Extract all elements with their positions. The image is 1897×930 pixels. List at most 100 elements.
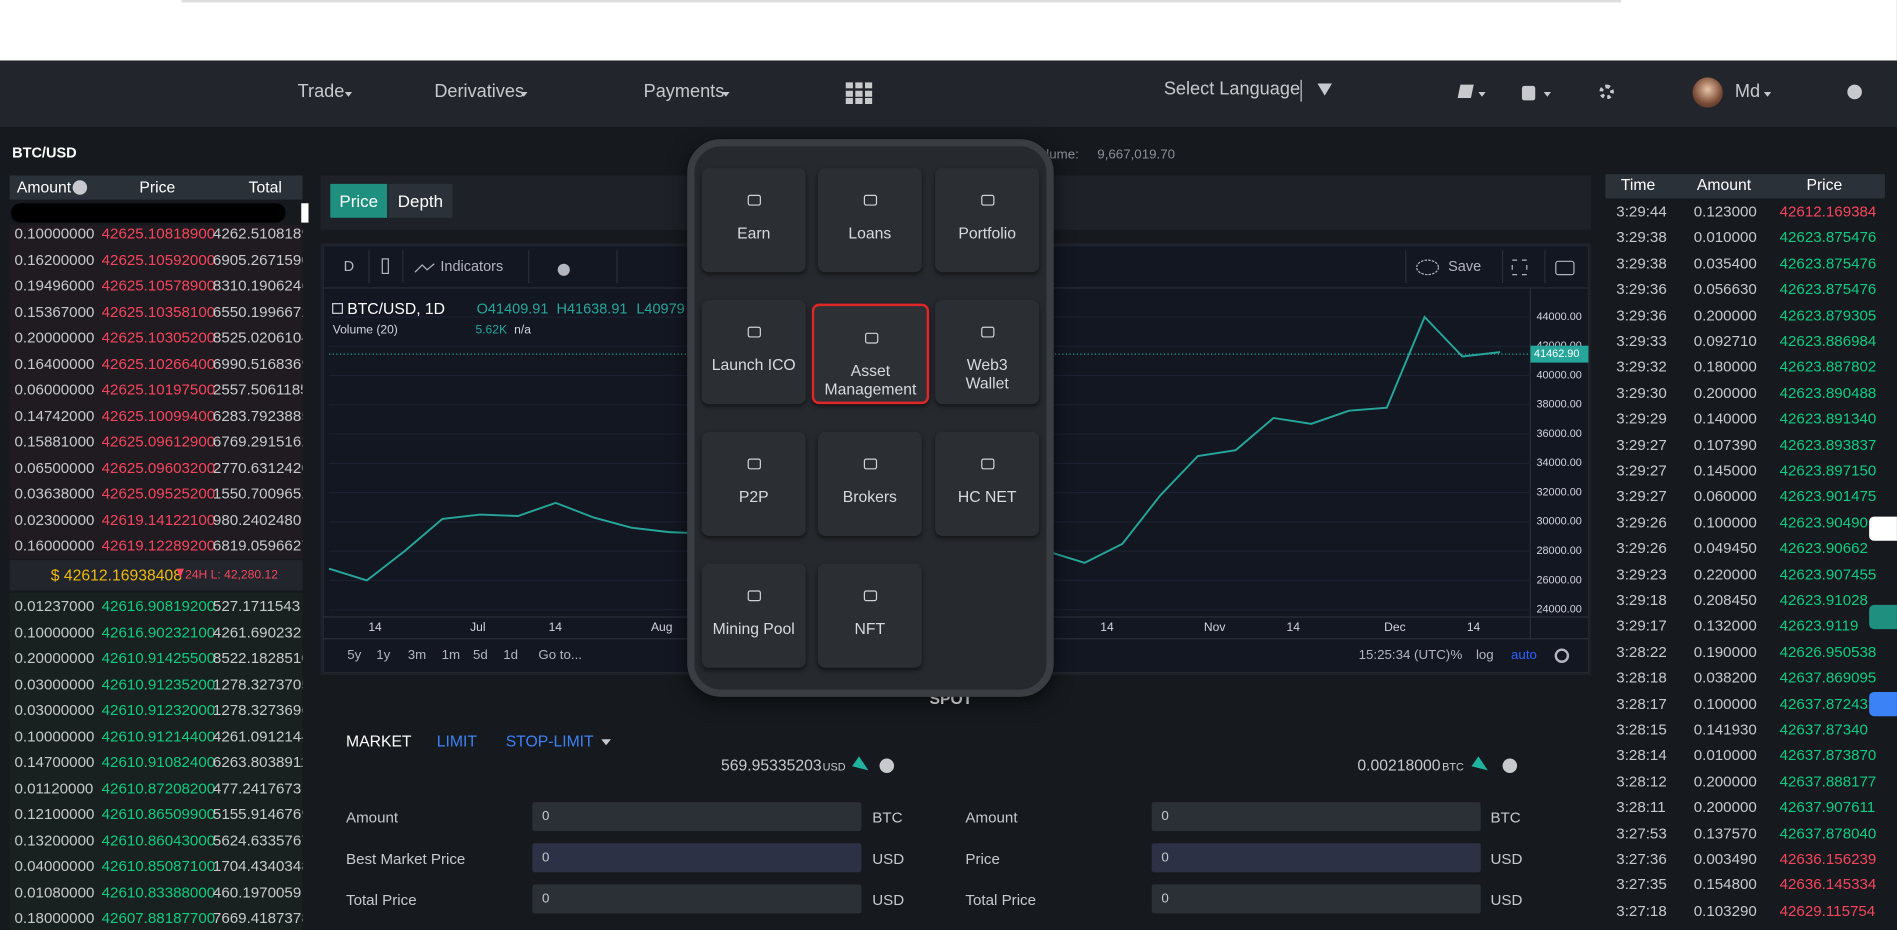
trade-time: 3:29:38 bbox=[1616, 229, 1667, 247]
book-price: 42619.14122100 bbox=[101, 511, 216, 529]
book-total: 6769.2915162 bbox=[212, 433, 303, 451]
input-value: 0 bbox=[1161, 850, 1169, 866]
trade-amount: 0.049450 bbox=[1693, 539, 1757, 557]
header-price: Price bbox=[139, 177, 176, 196]
trade-amount: 0.140000 bbox=[1693, 410, 1757, 428]
pair-selector[interactable]: BTC/USD bbox=[12, 143, 77, 161]
trade-price: 42623.897150 bbox=[1779, 462, 1877, 480]
menu-icon bbox=[863, 590, 878, 602]
header-total: Total bbox=[248, 177, 282, 196]
x-tick-label: Jul bbox=[470, 620, 485, 634]
nav-item[interactable]: Derivatives bbox=[434, 81, 525, 102]
settings-icon[interactable] bbox=[1599, 84, 1614, 100]
settings-icon[interactable] bbox=[1554, 648, 1570, 663]
side-tool[interactable] bbox=[1869, 604, 1897, 630]
side-tool[interactable] bbox=[1869, 692, 1897, 717]
legend-low: L40979 bbox=[636, 302, 684, 318]
range-button[interactable]: 5y bbox=[347, 647, 361, 662]
scale-option[interactable]: auto bbox=[1511, 647, 1537, 662]
trade-price: 42623.90662 bbox=[1779, 539, 1868, 557]
x-tick-label: 14 bbox=[549, 620, 563, 634]
menu-tile[interactable]: Brokers bbox=[817, 431, 922, 536]
range-button[interactable]: 1m bbox=[442, 647, 460, 662]
book-price: 42625.10099400 bbox=[101, 407, 216, 425]
menu-tile[interactable]: Asset Management bbox=[811, 303, 930, 405]
tab-price[interactable]: Price bbox=[330, 183, 388, 218]
avatar[interactable] bbox=[1692, 77, 1723, 108]
user-name[interactable]: Md bbox=[1734, 81, 1761, 102]
field-label: Total Price bbox=[965, 891, 1037, 909]
trade-amount: 0.154800 bbox=[1693, 876, 1757, 894]
trade-time: 3:29:27 bbox=[1616, 436, 1667, 454]
tab-depth[interactable]: Depth bbox=[388, 183, 453, 218]
menu-tile[interactable]: Portfolio bbox=[935, 168, 1040, 273]
menu-tile[interactable]: Launch ICO bbox=[701, 300, 806, 405]
book-total: 8525.0206104 bbox=[212, 329, 303, 347]
book-price: 42625.10305200 bbox=[101, 329, 216, 347]
wallet-icon[interactable] bbox=[1457, 84, 1474, 98]
x-tick-label: 14 bbox=[1100, 620, 1114, 634]
range-button[interactable]: 5d bbox=[473, 647, 488, 662]
save-button[interactable]: Save bbox=[1448, 259, 1481, 275]
menu-tile[interactable]: HC NET bbox=[935, 431, 1040, 536]
input[interactable] bbox=[532, 884, 862, 914]
trade-price: 42623.875476 bbox=[1779, 280, 1877, 298]
indicators-button[interactable]: Indicators bbox=[440, 259, 503, 275]
side-tool[interactable] bbox=[1869, 516, 1897, 541]
help-icon[interactable] bbox=[1847, 84, 1862, 100]
book-total: 1278.3273705 bbox=[212, 675, 303, 693]
menu-tile[interactable]: P2P bbox=[701, 431, 806, 536]
menu-icon bbox=[747, 326, 761, 338]
menu-tile[interactable]: Mining Pool bbox=[701, 563, 806, 668]
nav-item[interactable]: Trade bbox=[297, 81, 345, 102]
menu-tile[interactable]: Earn bbox=[701, 168, 806, 273]
scale-option[interactable]: % bbox=[1451, 647, 1463, 662]
apps-icon[interactable] bbox=[845, 82, 873, 105]
input[interactable] bbox=[1151, 843, 1481, 873]
trade-price: 42623.891340 bbox=[1779, 410, 1877, 428]
indicators-icon[interactable] bbox=[414, 263, 435, 273]
lock-icon[interactable] bbox=[1521, 85, 1536, 101]
goto-button[interactable]: Go to... bbox=[538, 647, 582, 662]
range-button[interactable]: 1d bbox=[503, 647, 518, 662]
caret bbox=[520, 91, 528, 97]
y-tick-label: 28000.00 bbox=[1536, 545, 1581, 557]
order-type-tab[interactable]: MARKET bbox=[346, 731, 412, 751]
y-tick-label: 24000.00 bbox=[1536, 604, 1581, 616]
candle-icon[interactable] bbox=[381, 258, 389, 275]
menu-icon bbox=[981, 194, 995, 206]
fullscreen-icon[interactable] bbox=[1511, 259, 1528, 276]
input[interactable] bbox=[532, 843, 862, 873]
input[interactable] bbox=[1151, 802, 1481, 832]
trade-price: 42623.91028 bbox=[1779, 591, 1868, 609]
ask-rows-bg bbox=[9, 225, 303, 559]
menu-tile[interactable]: Web3 Wallet bbox=[935, 300, 1040, 405]
book-price: 42625.09612900 bbox=[101, 433, 216, 451]
book-price: 42610.91232000 bbox=[101, 701, 216, 719]
snapshot-icon[interactable] bbox=[1555, 260, 1575, 276]
trade-amount: 0.003490 bbox=[1693, 850, 1757, 868]
range-button[interactable]: 3m bbox=[408, 647, 426, 662]
trades-header bbox=[1605, 174, 1885, 199]
trade-amount: 0.107390 bbox=[1693, 436, 1757, 454]
field-label: Price bbox=[965, 850, 1000, 868]
order-type-tab[interactable]: STOP-LIMIT bbox=[505, 731, 594, 751]
input[interactable] bbox=[1151, 884, 1481, 914]
book-price: 42625.10358100 bbox=[101, 303, 216, 320]
language-select[interactable]: Select Language bbox=[1163, 78, 1301, 100]
menu-label: Asset Management bbox=[824, 361, 917, 399]
trade-price: 42637.87243 bbox=[1779, 695, 1868, 713]
trade-time: 3:28:18 bbox=[1616, 669, 1667, 687]
trade-amount: 0.208450 bbox=[1693, 591, 1757, 609]
book-price: 42610.86509900 bbox=[101, 805, 216, 823]
menu-tile[interactable]: Loans bbox=[817, 168, 922, 273]
scale-option[interactable]: log bbox=[1476, 647, 1494, 662]
low-24h: 24H L: 42,280.12 bbox=[185, 568, 278, 582]
nav-item[interactable]: Payments bbox=[643, 81, 725, 102]
input[interactable] bbox=[532, 802, 862, 832]
order-type-tab[interactable]: LIMIT bbox=[436, 731, 477, 751]
menu-tile[interactable]: NFT bbox=[817, 563, 922, 668]
range-button[interactable]: 1y bbox=[376, 647, 390, 662]
interval-button[interactable]: D bbox=[344, 259, 354, 275]
dropdown-arrow[interactable] bbox=[1317, 83, 1332, 96]
